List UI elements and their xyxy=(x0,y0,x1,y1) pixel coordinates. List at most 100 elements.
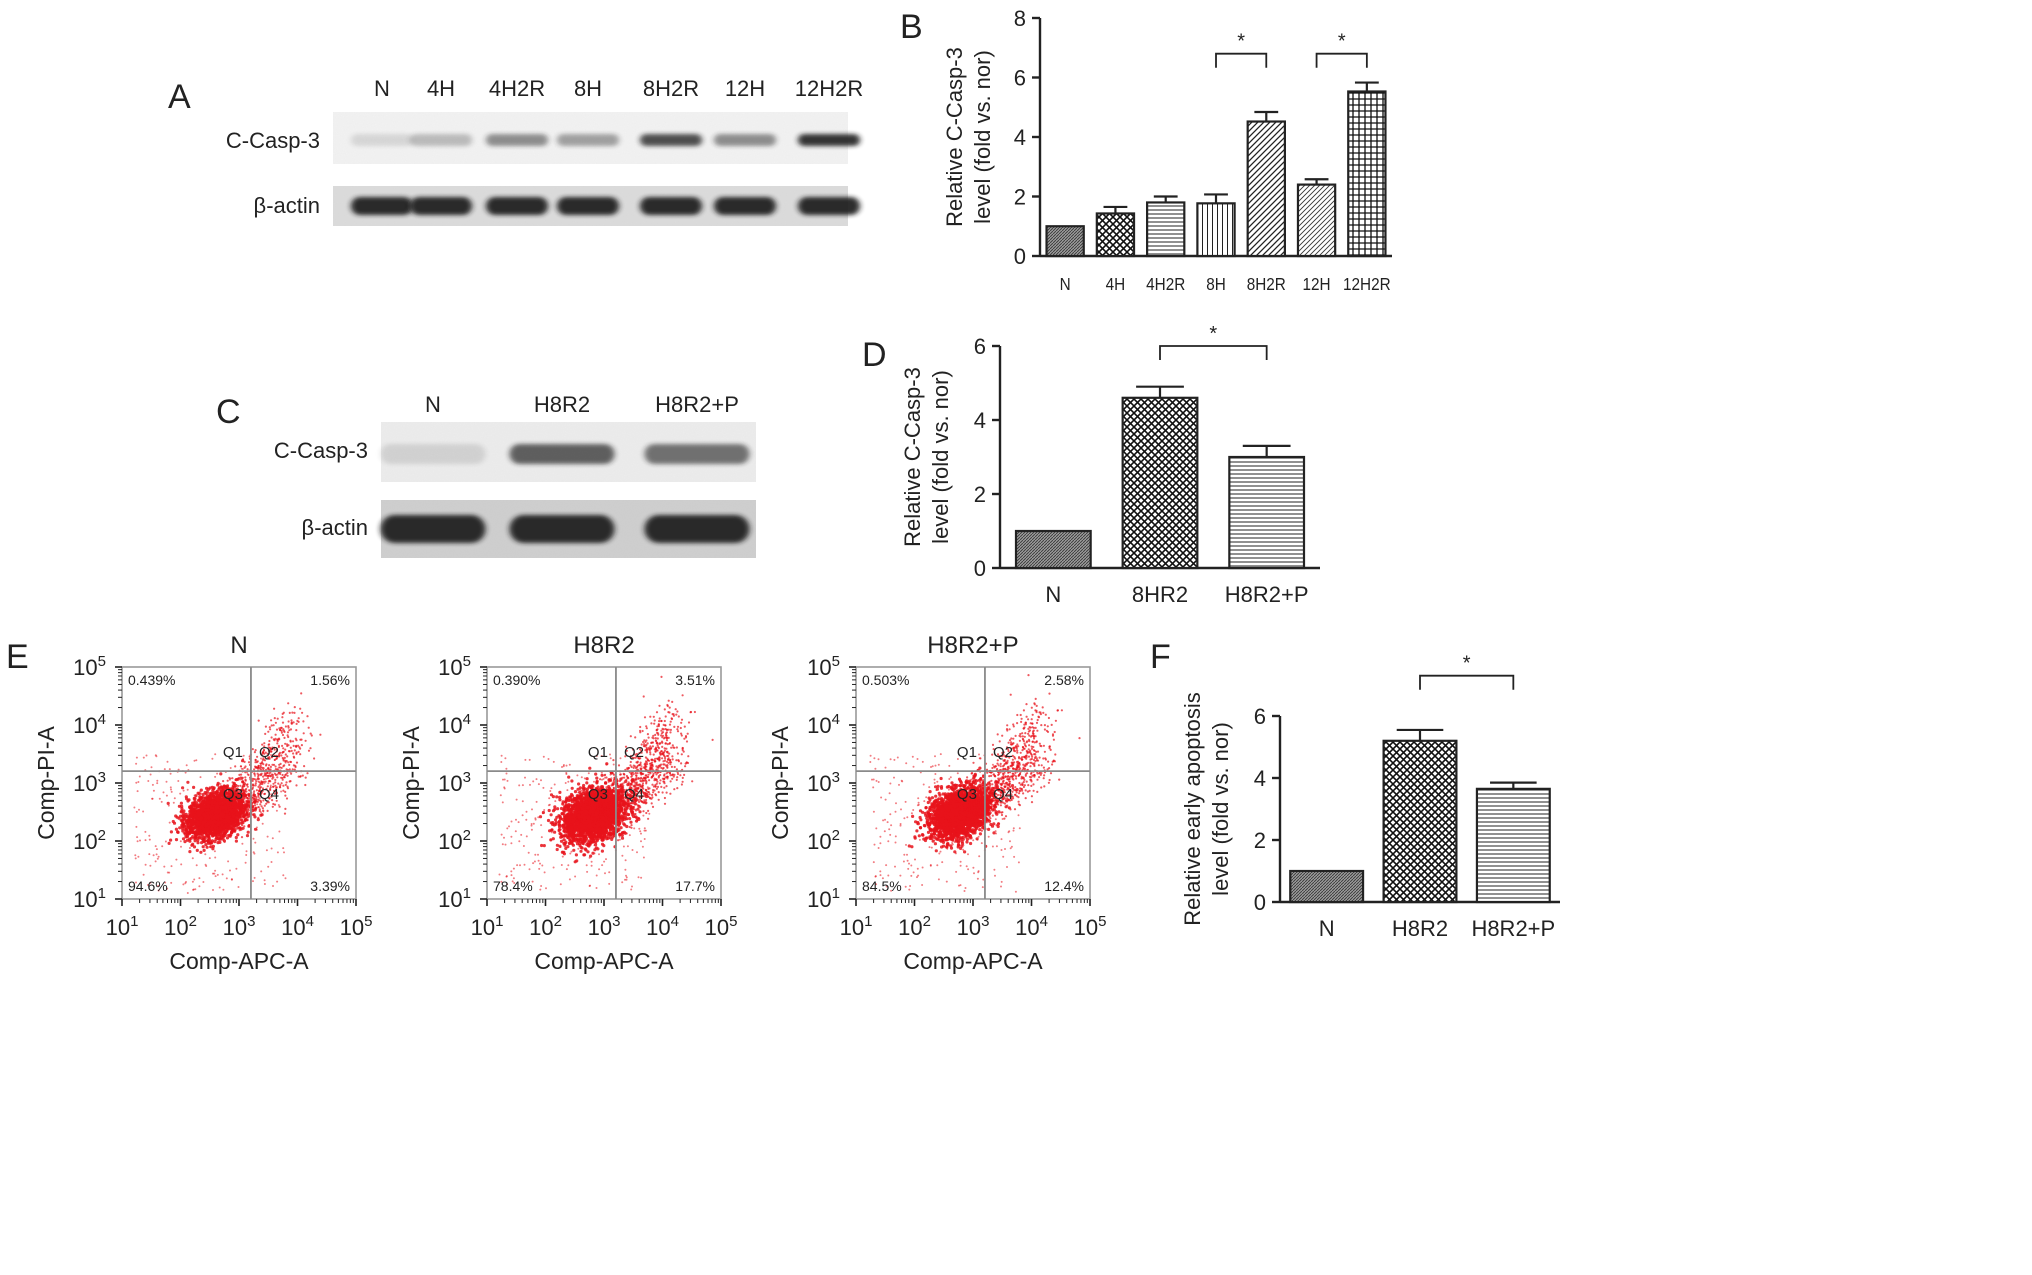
flow-event xyxy=(144,830,147,833)
flow-event xyxy=(174,827,178,831)
flow-event xyxy=(165,794,168,797)
flow-event xyxy=(282,789,285,792)
flow-event xyxy=(173,797,176,800)
blot-band xyxy=(351,134,413,146)
flow-event xyxy=(148,853,151,856)
flow-event xyxy=(304,739,307,742)
flow-event xyxy=(259,773,262,776)
y-tick-label: 4 xyxy=(1014,125,1026,150)
flow-event xyxy=(291,768,294,771)
flow-event xyxy=(287,726,290,729)
flow-event xyxy=(239,809,242,813)
flow-event xyxy=(241,824,244,827)
flow-event xyxy=(221,809,224,812)
flow-event xyxy=(231,813,234,816)
flow-event xyxy=(193,794,196,797)
flow-event xyxy=(142,810,145,813)
flow-event xyxy=(170,881,173,884)
flow-event xyxy=(257,780,260,783)
flow-event xyxy=(280,767,283,769)
flow-event xyxy=(191,827,195,831)
flow-event xyxy=(188,812,192,816)
flow-event xyxy=(286,731,290,734)
flow-event xyxy=(204,843,208,847)
flow-event xyxy=(284,794,287,797)
flow-event xyxy=(289,728,293,731)
flow-event xyxy=(252,880,254,883)
flow-event xyxy=(573,860,577,864)
flow-event xyxy=(299,775,302,778)
flow-event xyxy=(279,784,282,787)
flow-event xyxy=(191,801,195,805)
flow-event xyxy=(274,721,277,724)
x-tick-label: N xyxy=(1060,274,1071,294)
flow-event xyxy=(271,805,274,808)
flow-event xyxy=(191,820,195,824)
x-tick-label: N xyxy=(1045,582,1061,607)
flow-event xyxy=(283,812,287,815)
flow-event xyxy=(191,857,194,860)
flow-event xyxy=(228,776,231,779)
flow-event xyxy=(319,733,322,736)
flow-event xyxy=(170,865,173,868)
flow-event xyxy=(254,749,257,752)
blot-lane-label: 4H2R xyxy=(489,76,545,101)
flow-event xyxy=(293,711,296,715)
flow-event xyxy=(264,725,267,728)
flow-event xyxy=(270,861,273,863)
flow-event xyxy=(255,826,258,829)
bar xyxy=(1095,212,1136,258)
y-tick-label: 6 xyxy=(1254,704,1266,729)
flow-event xyxy=(225,809,228,812)
flow-event xyxy=(228,834,232,838)
panel-letter-e: E xyxy=(6,638,29,676)
flow-event xyxy=(225,877,228,880)
flow-event xyxy=(281,778,284,781)
flow-event xyxy=(214,775,217,778)
flow-event xyxy=(201,800,205,804)
flow-event xyxy=(300,692,303,695)
x-tick-label: 8HR2 xyxy=(1132,582,1188,607)
flow-event xyxy=(287,761,290,764)
flow-event xyxy=(297,750,300,754)
flow-event xyxy=(206,840,211,844)
flow-event xyxy=(219,785,223,789)
flow-event xyxy=(570,786,574,790)
flow-event xyxy=(585,781,589,785)
flow-event xyxy=(247,816,250,819)
flow-event xyxy=(177,816,181,820)
flow-event xyxy=(288,768,291,771)
flow-event xyxy=(231,777,234,780)
flow-event xyxy=(295,784,298,787)
flow-event xyxy=(244,788,247,792)
flow-event xyxy=(295,722,298,726)
flow-event xyxy=(183,822,186,825)
flow-event xyxy=(228,820,231,824)
blot-lane-label: 12H2R xyxy=(795,76,863,101)
flow-event xyxy=(220,828,223,832)
flow-event xyxy=(192,888,195,891)
flow-event xyxy=(290,749,293,753)
flow-event xyxy=(292,744,295,748)
flow-event xyxy=(304,776,307,779)
flow-event xyxy=(574,853,579,857)
flow-event xyxy=(181,829,185,833)
panel-letter-b: B xyxy=(900,8,923,46)
flow-event xyxy=(259,803,262,806)
flow-event xyxy=(253,804,257,807)
flow-event xyxy=(199,790,202,793)
flow-event xyxy=(214,875,217,878)
flow-event xyxy=(214,753,217,756)
flow-event xyxy=(169,772,172,775)
blot-lane-label: 12H xyxy=(725,76,765,101)
flow-event xyxy=(286,755,289,758)
flow-event xyxy=(234,839,238,843)
flow-event xyxy=(253,876,256,879)
flow-event xyxy=(276,776,279,779)
flow-event xyxy=(252,793,255,797)
flow-event xyxy=(270,847,273,850)
flow-event xyxy=(289,746,292,749)
flow-event xyxy=(212,795,215,798)
blot-band xyxy=(380,444,486,464)
flow-event xyxy=(187,828,190,831)
